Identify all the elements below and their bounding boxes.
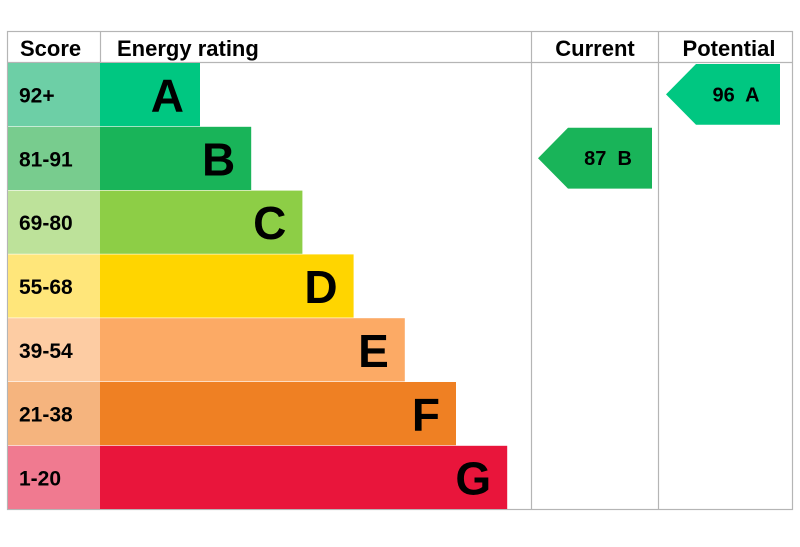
- score-label-e: 39-54: [19, 340, 73, 363]
- rating-bar-c: [100, 190, 303, 254]
- header-score: Score: [20, 36, 81, 61]
- rating-letter-b: B: [202, 133, 235, 185]
- rating-bar-f: [100, 382, 456, 446]
- rating-letter-g: G: [455, 452, 491, 504]
- score-label-d: 55-68: [19, 276, 73, 299]
- rating-letter-c: C: [253, 197, 286, 249]
- rating-bar-e: [100, 318, 405, 382]
- rating-bands: 92+ A 81-91 B 69-80 C 55-68 D 39-54 E 21-38 F 1-20 G: [8, 63, 508, 509]
- rating-letter-e: E: [358, 325, 389, 377]
- rating-bar-g: [100, 445, 508, 509]
- header-current: Current: [555, 36, 635, 61]
- score-cell-f: [8, 382, 100, 446]
- header-energy-rating: Energy rating: [117, 36, 259, 61]
- score-label-a: 92+: [19, 85, 55, 108]
- score-cell-e: [8, 318, 100, 382]
- rating-letter-d: D: [304, 261, 337, 313]
- score-cell-c: [8, 190, 100, 254]
- score-cell-d: [8, 254, 100, 318]
- chart-grid: [6, 30, 794, 511]
- score-label-b: 81-91: [19, 148, 73, 171]
- score-label-f: 21-38: [19, 404, 73, 427]
- score-label-g: 1-20: [19, 467, 61, 490]
- score-cell-a: [8, 63, 100, 127]
- rating-arrows: 87 B 96 A: [538, 64, 780, 189]
- current-rating-label: 87 B: [584, 148, 632, 170]
- score-label-c: 69-80: [19, 212, 73, 235]
- score-cell-b: [8, 126, 100, 190]
- rating-letter-f: F: [412, 389, 440, 441]
- score-cell-g: [8, 445, 100, 509]
- rating-letter-a: A: [151, 70, 184, 122]
- rating-bar-b: [100, 126, 252, 190]
- potential-rating-arrow: [666, 64, 780, 125]
- potential-rating-label: 96 A: [712, 84, 759, 106]
- header-potential: Potential: [683, 36, 776, 61]
- current-rating-arrow: [538, 127, 652, 189]
- rating-bar-d: [100, 254, 354, 318]
- rating-bar-a: [100, 63, 200, 127]
